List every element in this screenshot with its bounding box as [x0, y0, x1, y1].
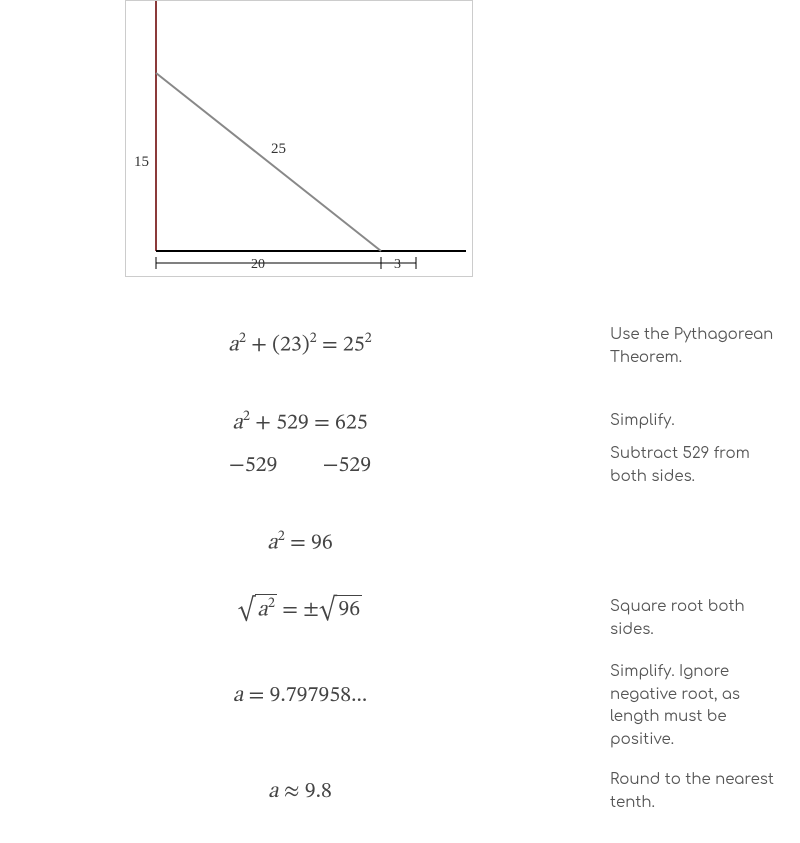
math-step-5: √a2 = ±√96: [125, 594, 475, 624]
math-step-1: a2 + (23)2 = 252: [125, 330, 475, 359]
explain-step-6: Simplify. Ignore negative root, as lengt…: [610, 661, 780, 751]
explain-step-7: Round to the nearest tenth.: [610, 769, 780, 814]
label-20: 20: [251, 257, 265, 272]
math-step-7: a ≈ 9.8: [125, 778, 475, 806]
label-3: 3: [394, 257, 401, 272]
diagram-svg: 15 25 20 3: [126, 1, 474, 278]
math-rhs: 25: [343, 334, 365, 356]
math-step-4: a2 = 96: [125, 528, 475, 557]
hypotenuse: [156, 73, 381, 251]
label-25: 25: [271, 141, 286, 157]
label-15: 15: [134, 154, 149, 170]
explain-step-1: Use the Pythagorean Theorem.: [610, 324, 780, 369]
math-step-3: −529 −529: [125, 452, 475, 480]
math-var: a: [228, 334, 239, 356]
explain-step-3: Subtract 529 from both sides.: [610, 443, 780, 488]
triangle-diagram: 15 25 20 3: [125, 0, 473, 277]
math-const: (23): [272, 334, 310, 356]
explain-step-5: Square root both sides.: [610, 596, 780, 641]
explain-step-2: Simplify.: [610, 410, 780, 433]
math-step-2: a2 + 529 = 625: [125, 408, 475, 437]
math-step-6: a = 9.797958...: [125, 682, 475, 710]
